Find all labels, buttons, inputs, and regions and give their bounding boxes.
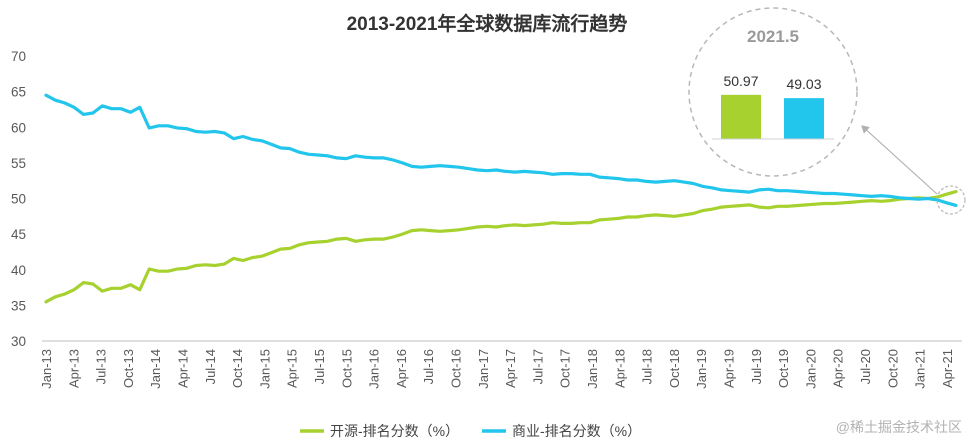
zoom-target-circle	[936, 185, 966, 215]
inset-bar-label: 50.97	[723, 73, 758, 89]
series-line-commercial	[44, 93, 958, 207]
y-tick-label: 35	[11, 298, 26, 313]
y-tick-label: 70	[11, 49, 26, 64]
watermark: @稀土掘金技术社区	[836, 419, 962, 435]
x-tick-label: Apr-21	[940, 349, 955, 388]
inset-title: 2021.5	[747, 27, 799, 46]
x-tick-label: Apr-19	[721, 349, 736, 388]
x-tick-label: Jan-18	[585, 349, 600, 389]
x-tick-label: Jul-19	[749, 349, 764, 384]
y-tick-label: 65	[11, 85, 26, 100]
legend: 开源-排名分数（%） 商业-排名分数（%）	[300, 423, 641, 439]
x-tick-label: Apr-20	[831, 349, 846, 388]
x-tick-label: Jan-15	[257, 349, 272, 389]
x-tick-label: Jul-20	[858, 349, 873, 384]
x-tick-label: Jan-21	[913, 349, 928, 389]
x-tick-label: Apr-16	[394, 349, 409, 388]
y-tick-label: 40	[11, 263, 26, 278]
x-tick-label: Apr-15	[285, 349, 300, 388]
x-axis: Jan-13 Apr-13 Jul-13 Oct-13 Jan-14 Apr-14 Jul-…	[39, 340, 962, 389]
y-tick-label: 55	[11, 156, 26, 171]
y-tick-label: 45	[11, 227, 26, 242]
legend-label: 商业-排名分数（%）	[512, 423, 641, 439]
x-tick-label: Oct-14	[230, 349, 245, 388]
x-tick-label: Oct-16	[448, 349, 463, 388]
x-tick-label: Jul-18	[640, 349, 655, 384]
x-tick-label: Jan-14	[148, 349, 163, 389]
x-tick-label: Apr-13	[66, 349, 81, 388]
x-tick-label: Jan-20	[803, 349, 818, 389]
series-line-open-source	[44, 190, 958, 304]
x-tick-label: Jan-19	[694, 349, 709, 389]
x-tick-label: Oct-17	[558, 349, 573, 388]
inset-bar-commercial	[784, 98, 824, 139]
x-tick-label: Apr-14	[175, 349, 190, 388]
inset-bars: 50.97 49.03	[712, 73, 834, 140]
y-tick-label: 60	[11, 120, 26, 135]
x-tick-label: Jan-17	[476, 349, 491, 389]
x-tick-label: Oct-13	[121, 349, 136, 388]
x-tick-label: Apr-18	[612, 349, 627, 388]
y-tick-label: 50	[11, 192, 26, 207]
zoom-arrow	[861, 125, 938, 195]
x-tick-label: Oct-18	[667, 349, 682, 388]
x-tick-label: Oct-20	[885, 349, 900, 388]
x-tick-label: Jan-13	[39, 349, 54, 389]
y-tick-label: 30	[11, 334, 26, 349]
x-tick-label: Oct-19	[776, 349, 791, 388]
x-tick-label: Jul-13	[94, 349, 109, 384]
x-tick-label: Oct-15	[339, 349, 354, 388]
chart-title: 2013-2021年全球数据库流行趋势	[347, 12, 628, 35]
x-tick-label: Jul-14	[203, 349, 218, 384]
x-tick-label: Jan-16	[367, 349, 382, 389]
inset-bar-label: 49.03	[786, 76, 821, 92]
inset-bar-open-source	[721, 94, 761, 139]
x-tick-label: Apr-17	[503, 349, 518, 388]
legend-label: 开源-排名分数（%）	[330, 423, 459, 439]
series-layer	[44, 93, 958, 304]
x-tick-label: Jul-15	[312, 349, 327, 384]
x-tick-label: Jul-17	[530, 349, 545, 384]
y-axis: 30 35 40 45 50 55 60 65 70	[11, 49, 26, 349]
x-tick-label: Jul-16	[421, 349, 436, 384]
